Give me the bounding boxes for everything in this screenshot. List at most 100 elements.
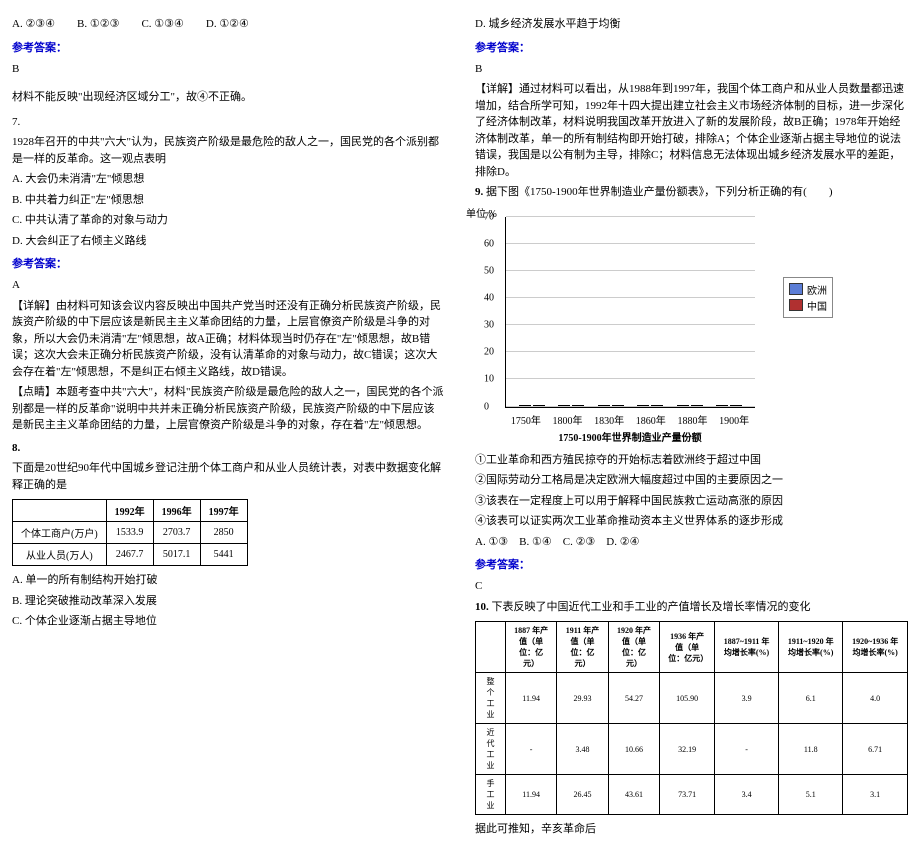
q8-stem: 下面是20世纪90年代中国城乡登记注册个体工商户和从业人员统计表，对表中数据变化…	[12, 460, 445, 493]
ref-answer: B	[12, 61, 445, 78]
q7-opt-a: A. 大会仍未消清"左"倾思想	[12, 171, 445, 188]
table-cell: 10.66	[608, 724, 660, 775]
ytick: 30	[484, 320, 494, 331]
table-header: 1936 年产值（单位：亿元）	[660, 622, 715, 673]
bar-chart: 单位 % 欧洲中国 010203040506070 1750年1800年1830…	[475, 205, 825, 448]
q9-s3: ③该表在一定程度上可以用于解释中国民族救亡运动高涨的原因	[475, 493, 908, 510]
chart-xtitle: 1750-1900年世界制造业产量份额	[505, 429, 755, 444]
ref-answer-c: C	[475, 578, 908, 595]
table-row: 手工业11.9426.4543.6173.713.45.13.1	[476, 775, 908, 815]
table-cell: 3.4	[714, 775, 778, 815]
xlabel: 1880年	[677, 412, 707, 427]
table-cell: 近代工业	[476, 724, 506, 775]
table-row: 从业人员(万人)2467.75017.15441	[13, 544, 248, 566]
ytick: 0	[484, 401, 489, 412]
legend-label: 中国	[807, 298, 827, 313]
ytick: 60	[484, 238, 494, 249]
ref-label: 参考答案：	[12, 39, 445, 55]
table-header	[13, 500, 107, 522]
table-cell: 2467.7	[106, 544, 153, 566]
table-row: 整个工业11.9429.9354.27105.903.96.14.0	[476, 673, 908, 724]
table-cell: -	[714, 724, 778, 775]
table-cell: 1533.9	[106, 522, 153, 544]
table-header: 1996年	[153, 500, 200, 522]
q7-explain2: 【点睛】本题考查中共"六大"，材料"民族资产阶级是最危险的敌人之一，国民党的各个…	[12, 384, 445, 434]
q8-opt-b: B. 理论突破推动改革深入发展	[12, 593, 445, 610]
table-cell: 43.61	[608, 775, 660, 815]
table-cell: 6.71	[843, 724, 908, 775]
ytick: 50	[484, 265, 494, 276]
xlabel: 1800年	[552, 412, 582, 427]
q9-s4: ④该表可以证实两次工业革命推动资本主义世界体系的逐步形成	[475, 513, 908, 530]
table-header: 1887~1911 年均增长率(%)	[714, 622, 778, 673]
explain: 材料不能反映"出现经济区域分工"，故④不正确。	[12, 89, 445, 106]
table-cell: 2850	[200, 522, 247, 544]
ref-label-2: 参考答案：	[12, 255, 445, 271]
legend-swatch	[789, 283, 803, 295]
chart-xlabels: 1750年1800年1830年1860年1880年1900年	[505, 412, 755, 427]
q9-stem: 据下图《1750-1900年世界制造业产量份额表》，下列分析正确的有( )	[486, 186, 833, 198]
q10-tail: 据此可推知，辛亥革命后	[475, 821, 908, 838]
ytick: 40	[484, 292, 494, 303]
q9-line: 9. 据下图《1750-1900年世界制造业产量份额表》，下列分析正确的有( )	[475, 184, 908, 201]
q10-line: 10. 下表反映了中国近代工业和手工业的产值增长及增长率情况的变化	[475, 599, 908, 616]
q9-s2: ②国际劳动分工格局是决定欧洲大幅度超过中国的主要原因之一	[475, 472, 908, 489]
table-header: 1920~1936 年均增长率(%)	[843, 622, 908, 673]
q9-s1: ①工业革命和西方殖民掠夺的开始标志着欧洲终于超过中国	[475, 452, 908, 469]
table-cell: 整个工业	[476, 673, 506, 724]
table-cell: 105.90	[660, 673, 715, 724]
xlabel: 1900年	[719, 412, 749, 427]
ref-answer-b2: B	[475, 61, 908, 78]
q7-opt-d: D. 大会纠正了右倾主义路线	[12, 233, 445, 250]
ytick: 10	[484, 374, 494, 385]
option-line: A. ②③④ B. ①②③ C. ①③④ D. ①②④	[12, 16, 445, 33]
ytick: 70	[484, 211, 494, 222]
ref-answer-a: A	[12, 277, 445, 294]
table-header: 1911 年产值（单位：亿元）	[557, 622, 608, 673]
table-cell: 11.8	[779, 724, 843, 775]
q8-opt-c: C. 个体企业逐渐占据主导地位	[12, 613, 445, 630]
xlabel: 1830年	[594, 412, 624, 427]
table-cell: 5.1	[779, 775, 843, 815]
q7-num: 7.	[12, 114, 445, 131]
table-cell: 5017.1	[153, 544, 200, 566]
table-header	[476, 622, 506, 673]
table-row: 个体工商户(万户)1533.92703.72850	[13, 522, 248, 544]
table-cell: 11.94	[505, 673, 556, 724]
q8-explain: 【详解】通过材料可以看出，从1988年到1997年，我国个体工商户和从业人员数量…	[475, 81, 908, 180]
table-8: 1992年1996年1997年个体工商户(万户)1533.92703.72850…	[12, 499, 248, 566]
table-cell: 3.48	[557, 724, 608, 775]
q7-opt-b: B. 中共着力纠正"左"倾思想	[12, 192, 445, 209]
table-header: 1920 年产值（单位：亿元）	[608, 622, 660, 673]
q7-explain1: 【详解】由材料可知该会议内容反映出中国共产党当时还没有正确分析民族资产阶级，民族…	[12, 298, 445, 381]
table-header: 1887 年产值（单位：亿元）	[505, 622, 556, 673]
table-row: 近代工业-3.4810.6632.19-11.86.71	[476, 724, 908, 775]
q8-opt-a: A. 单一的所有制结构开始打破	[12, 572, 445, 589]
table-cell: 3.1	[843, 775, 908, 815]
q7-stem: 1928年召开的中共"六大"认为，民族资产阶级是最危险的敌人之一，国民党的各个派…	[12, 134, 445, 167]
table-header: 1997年	[200, 500, 247, 522]
chart-legend: 欧洲中国	[783, 277, 833, 318]
ytick: 20	[484, 347, 494, 358]
table-cell: 从业人员(万人)	[13, 544, 107, 566]
table-cell: 4.0	[843, 673, 908, 724]
legend-swatch	[789, 299, 803, 311]
table-cell: -	[505, 724, 556, 775]
q10-stem: 下表反映了中国近代工业和手工业的产值增长及增长率情况的变化	[492, 601, 811, 613]
table-header: 1992年	[106, 500, 153, 522]
table-cell: 11.94	[505, 775, 556, 815]
table-cell: 26.45	[557, 775, 608, 815]
table-cell: 个体工商户(万户)	[13, 522, 107, 544]
table-cell: 73.71	[660, 775, 715, 815]
table-cell: 手工业	[476, 775, 506, 815]
q8-num: 8.	[12, 440, 445, 457]
legend-row: 欧洲	[789, 282, 827, 297]
ref-label-4: 参考答案：	[475, 556, 908, 572]
q7-opt-c: C. 中共认清了革命的对象与动力	[12, 212, 445, 229]
table-cell: 2703.7	[153, 522, 200, 544]
table-10: 1887 年产值（单位：亿元）1911 年产值（单位：亿元）1920 年产值（单…	[475, 621, 908, 815]
ref-label-3: 参考答案：	[475, 39, 908, 55]
table-header: 1911~1920 年均增长率(%)	[779, 622, 843, 673]
table-cell: 6.1	[779, 673, 843, 724]
legend-label: 欧洲	[807, 282, 827, 297]
